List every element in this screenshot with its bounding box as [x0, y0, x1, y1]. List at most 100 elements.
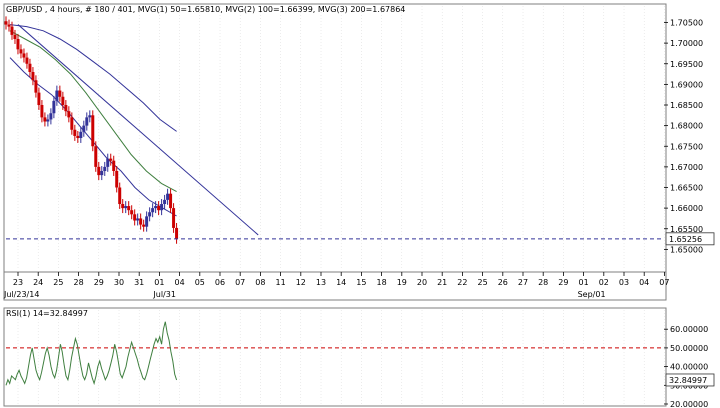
candle-body — [55, 90, 59, 101]
candle-body — [154, 206, 158, 209]
candle-body — [106, 158, 110, 167]
date-tick-label: 31 — [134, 278, 144, 287]
candle-body — [46, 119, 50, 122]
date-tick-label: 01 — [579, 278, 589, 287]
current-price-box — [665, 232, 715, 246]
price-tick-label: 1.65500 — [670, 225, 703, 234]
price-title: GBP/USD , 4 hours, # 180 / 401, MVG(1) 5… — [6, 5, 405, 14]
candle-body — [100, 171, 104, 176]
date-tick-label: 23 — [13, 278, 23, 287]
date-tick-label: 26 — [498, 278, 508, 287]
candle-body — [112, 160, 116, 171]
candle-body — [73, 129, 77, 136]
candle-body — [34, 80, 38, 93]
price-tick-label: 1.69500 — [670, 60, 703, 69]
price-tick-label: 1.68500 — [670, 101, 703, 110]
candle-body — [22, 53, 26, 58]
date-tick-label: 04 — [639, 278, 649, 287]
candle-body — [85, 117, 89, 126]
candle-body — [40, 105, 44, 118]
month-label: Jul/23/14 — [3, 290, 39, 299]
candle-body — [115, 171, 119, 188]
price-tick-label: 1.68000 — [670, 122, 703, 131]
candle-body — [139, 218, 143, 225]
candle-body — [7, 24, 11, 27]
rsi-tick-label: 60.00000 — [670, 325, 708, 334]
candle-body — [49, 113, 53, 120]
date-tick-label: 22 — [457, 278, 467, 287]
date-tick-label: 19 — [397, 278, 407, 287]
date-tick-label: 30 — [114, 278, 124, 287]
candle-body — [37, 92, 41, 105]
month-label: Jul/31 — [152, 290, 176, 299]
rsi-line-group: 32.84997 — [5, 321, 715, 387]
date-tick-label: 29 — [94, 278, 104, 287]
price-tick-label: 1.66000 — [670, 204, 703, 213]
candle-body — [19, 49, 23, 54]
candle-body — [124, 206, 128, 209]
candle-body — [133, 214, 137, 221]
candle-body — [103, 166, 107, 171]
candle-body — [148, 212, 152, 217]
candle-body — [145, 216, 149, 227]
date-tick-label: 14 — [336, 278, 346, 287]
current-price-label: 1.65256 — [669, 235, 702, 244]
candle-body — [121, 204, 125, 209]
candle-body — [70, 117, 74, 130]
price-overlays: 1.65256 — [6, 24, 715, 246]
candle-body — [172, 208, 176, 228]
candle-body — [64, 105, 68, 112]
date-tick-label: 06 — [215, 278, 225, 287]
date-tick-label: 04 — [175, 278, 185, 287]
candle-body — [175, 227, 179, 239]
candle-body — [52, 100, 56, 114]
date-tick-label: 11 — [276, 278, 286, 287]
date-tick-label: 07 — [235, 278, 245, 287]
moving-average-line — [9, 24, 177, 132]
price-tick-label: 1.70000 — [670, 39, 703, 48]
candle-body — [142, 224, 146, 227]
price-tick-label: 1.66500 — [670, 184, 703, 193]
candle-body — [91, 115, 95, 147]
candle-body — [94, 146, 98, 167]
candle-body — [88, 115, 92, 118]
date-tick-label: 21 — [437, 278, 447, 287]
candle-body — [43, 117, 47, 122]
moving-average-line — [9, 30, 177, 193]
candle-body — [130, 210, 134, 215]
date-axis-strip — [3, 271, 667, 301]
price-tick-label: 1.67500 — [670, 142, 703, 151]
date-tick-label: 25 — [53, 278, 63, 287]
candle-body — [157, 206, 161, 211]
date-tick-label: 07 — [659, 278, 669, 287]
date-tick-label: 20 — [417, 278, 427, 287]
candle-body — [169, 193, 173, 209]
rsi-current-label: 32.84997 — [669, 376, 707, 385]
candle-body — [79, 131, 83, 138]
candle-body — [16, 39, 20, 50]
candle-body — [160, 204, 164, 211]
date-tick-label: 29 — [558, 278, 568, 287]
rsi-tick-label: 40.00000 — [670, 363, 708, 372]
candlesticks — [4, 16, 179, 244]
candle-body — [97, 166, 101, 176]
candle-body — [4, 21, 8, 25]
candle-body — [118, 187, 122, 204]
date-tick-label: 03 — [619, 278, 629, 287]
date-tick-label: 27 — [518, 278, 528, 287]
date-tick-label: 28 — [538, 278, 548, 287]
candle-body — [28, 63, 32, 72]
date-tick-label: 08 — [255, 278, 265, 287]
candle-body — [151, 208, 155, 213]
date-tick-label: 05 — [195, 278, 205, 287]
date-tick-label: 28 — [74, 278, 84, 287]
date-tick-label: 13 — [316, 278, 326, 287]
rsi-panel-frame — [3, 307, 667, 407]
candle-body — [25, 57, 29, 64]
candle-body — [127, 206, 131, 211]
candle-body — [67, 111, 71, 118]
rsi-tick-label: 20.00000 — [670, 400, 708, 408]
